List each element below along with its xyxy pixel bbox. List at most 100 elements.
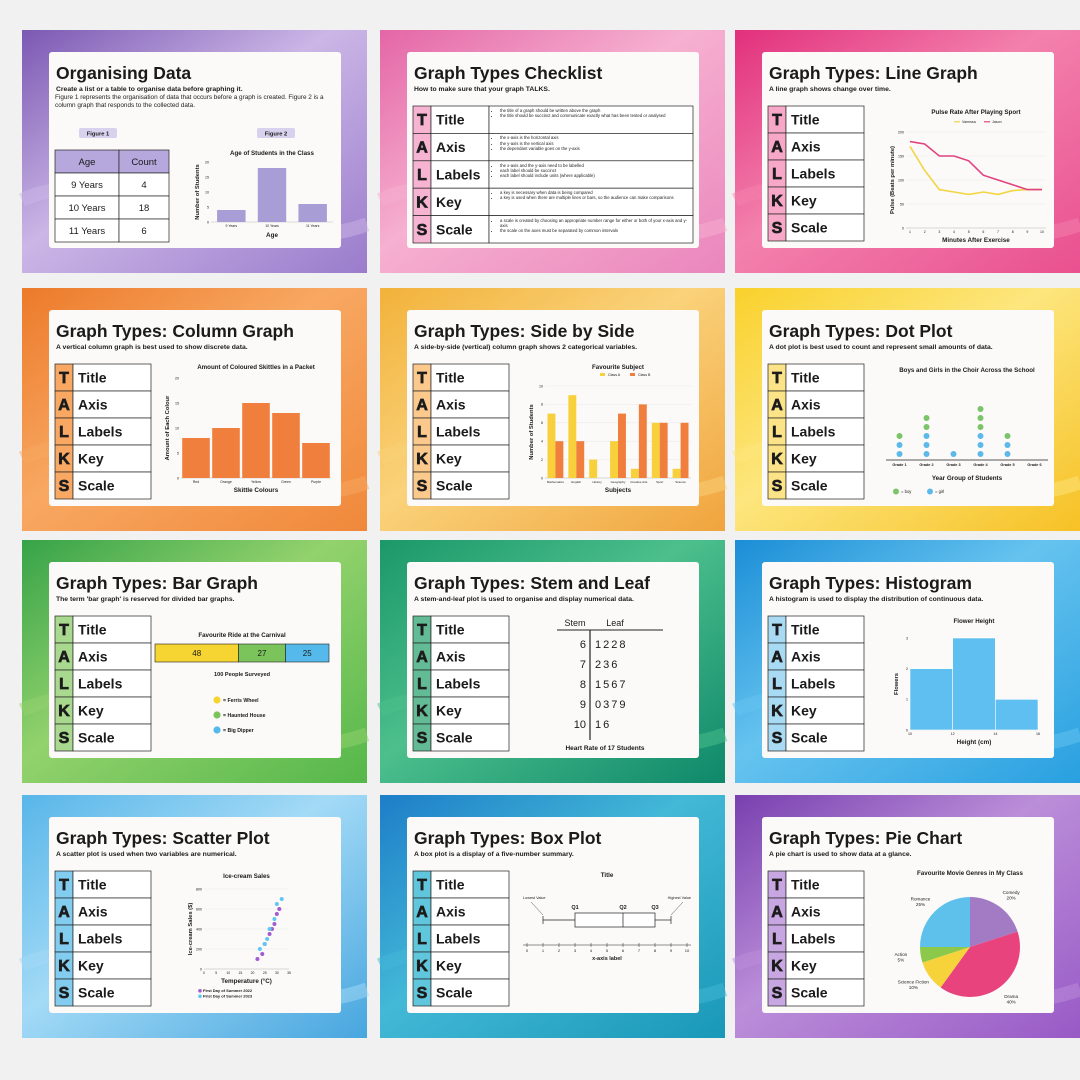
slide: Graph Types: Side by Side A side-by-side … (377, 288, 728, 531)
talks-letter: A (416, 140, 428, 157)
slide-subtitle: The term 'bar graph' is reserved for div… (56, 596, 235, 603)
dot (923, 415, 930, 421)
talks-letter: L (417, 931, 427, 948)
x-axis-label: Skittle Colours (234, 487, 279, 494)
table-cell-text: 9 Years (71, 180, 103, 191)
checklist-box: a scale is created by choosing an approp… (491, 218, 691, 243)
talks-word: Title (78, 370, 107, 386)
talks-word: Labels (78, 424, 123, 440)
x-axis-label: Temperature (°C) (221, 977, 272, 985)
talks-word: Key (791, 193, 817, 209)
annotation: Lowest Value (523, 896, 546, 900)
slide-card: Graph Types: Scatter Plot A scatter plot … (49, 817, 341, 1013)
leaf: 1567 (595, 679, 627, 691)
checklist-item: the title should be succinct and communi… (500, 113, 691, 118)
stem: 6 (580, 639, 586, 651)
y-tick-label: 20 (175, 376, 179, 380)
checklist-list: the title of a graph should be written a… (491, 108, 691, 118)
slide-title: Graph Types: Column Graph (56, 321, 294, 341)
x-tick-label: 30 (275, 971, 279, 975)
slice-value-label: 40% (1007, 999, 1016, 1004)
talks-word-cell (72, 897, 152, 926)
bar (630, 468, 639, 478)
checklist-item: each label should be succinct (500, 168, 691, 173)
talks-word: Key (791, 958, 817, 974)
y-tick-label: 0 (906, 728, 908, 732)
chart-title: Boys and Girls in the Choir Across the S… (899, 367, 1035, 374)
talks-word: Title (791, 370, 820, 386)
slide-subtitle: A line graph shows change over time. (769, 86, 891, 93)
talks-word: Labels (436, 676, 481, 692)
talks-letter: L (417, 676, 427, 693)
figure-label: Figure 1 (87, 132, 110, 138)
legend-swatch (198, 994, 202, 999)
talks-word: Key (436, 703, 462, 719)
talks-word: Scale (791, 730, 828, 746)
slide: Organising Data Create a list or a table … (19, 30, 370, 273)
talks-word-cell (430, 215, 490, 244)
pie-slice (922, 947, 970, 988)
talks-word: Key (436, 194, 462, 210)
talks-word: Axis (791, 397, 821, 413)
pie-slice (970, 897, 1018, 947)
checklist-item: the title of a graph should be written a… (500, 108, 691, 113)
x-tick-label: Grade 3 (946, 463, 960, 467)
talks-word-cell (785, 186, 865, 215)
talks-word-cell (785, 417, 865, 446)
y-tick-label: 5 (177, 451, 179, 455)
y-tick-label: 0 (200, 967, 202, 971)
legend-label: Class B (638, 373, 651, 377)
dot (896, 442, 903, 448)
segment-label: 25 (303, 649, 312, 658)
scatter-point (255, 957, 260, 961)
talks-word: Title (791, 112, 820, 128)
bar (576, 441, 585, 478)
checklist-item: the dependant variable goes on the y-axi… (500, 146, 691, 151)
table-header: Count (131, 157, 157, 168)
slice-label: Science Fiction (898, 980, 930, 985)
x-tick-label: 2 (924, 230, 926, 234)
talks-word-cell (430, 951, 510, 980)
x-tick-label: 1 (909, 230, 911, 234)
talks-letter: S (59, 985, 70, 1002)
talks-word-cell (785, 132, 865, 161)
figure-tag (257, 128, 295, 138)
talks-word: Labels (791, 931, 836, 947)
checklist-cell (488, 105, 694, 134)
scatter-point (267, 932, 272, 936)
dot (923, 433, 930, 439)
talks-letter: A (416, 649, 428, 666)
talks-word: Key (78, 703, 104, 719)
leaf: 0379 (595, 699, 627, 711)
talks-word: Labels (791, 676, 836, 692)
table-cell-text: 11 Years (69, 226, 106, 237)
x-tick-label: 20 (251, 971, 255, 975)
y-axis-label: Pulse (Beats per minute) (890, 146, 896, 214)
talks-word-cell (430, 723, 510, 752)
quartile-label: Q3 (651, 905, 658, 911)
figure-label: Figure 2 (265, 132, 288, 138)
scatter-point (265, 937, 270, 941)
talks-letter: K (58, 451, 70, 468)
y-tick-label: 5 (207, 205, 209, 209)
bar (638, 404, 647, 478)
x-tick-label: 3 (938, 230, 940, 234)
talks-letter: T (417, 370, 427, 387)
talks-letter: T (417, 112, 427, 129)
leaf: 16 (595, 719, 611, 731)
dot (1004, 433, 1011, 439)
slide: Graph Types: Box Plot A box plot is a dis… (377, 795, 728, 1038)
x-tick-label: 10 (226, 971, 230, 975)
talks-letter: L (772, 676, 782, 693)
slide-title: Graph Types: Scatter Plot (56, 828, 270, 848)
slide: Graph Types: Line Graph A line graph show… (732, 30, 1080, 273)
legend-label: = Ferris Wheel (223, 698, 259, 704)
x-axis-label: Height (cm) (957, 739, 992, 746)
talks-letter: A (771, 649, 783, 666)
scatter-point (257, 947, 262, 951)
slide-subtitle: A histogram is used to display the distr… (769, 596, 983, 603)
legend-label: = girl (935, 489, 944, 494)
bar (589, 459, 598, 478)
y-tick-label: 8 (541, 403, 543, 407)
x-tick-label: Grade 6 (1027, 463, 1041, 467)
